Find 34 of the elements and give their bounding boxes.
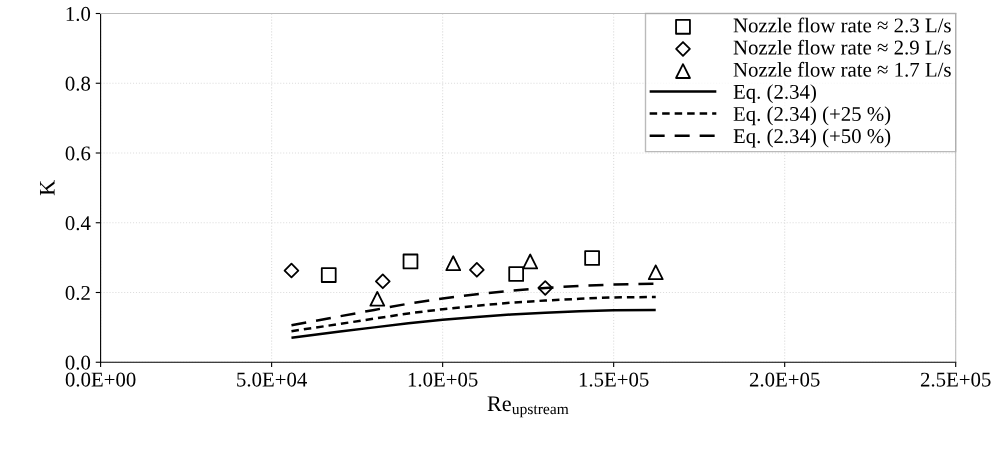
x-tick-label: 5.0E+04 (237, 372, 307, 387)
y-tick-label: 1.0 (66, 6, 91, 22)
x-tick-label: 2.5E+05 (920, 372, 991, 387)
x-tick-label: 1.0E+05 (408, 372, 478, 387)
point (369, 290, 386, 307)
line-series (290, 295, 657, 333)
point (584, 250, 600, 266)
y-tick-label: 0.6 (65, 146, 91, 161)
y-tick-label: 0.0 (65, 355, 91, 370)
point (402, 253, 419, 270)
point (522, 253, 539, 270)
point (469, 262, 485, 278)
line-series (290, 308, 657, 340)
y-tick-label: 0.2 (65, 285, 90, 301)
x-tick-label: 0.0E+00 (65, 372, 136, 387)
point (537, 280, 554, 296)
point (375, 273, 391, 290)
x-axis-title: Re$_{upstream}$ (487, 396, 569, 418)
point (320, 267, 337, 283)
legend-label: Eq. (2.34) (733, 84, 816, 104)
x-tick-label: 2.0E+05 (749, 372, 820, 387)
legend-label: Nozzle flow rate ≈ 2.9 L/s (733, 39, 951, 55)
x-tick-label: 1.5E+05 (579, 372, 649, 387)
legend-label: Eq. (2.34) (+25 %) (733, 106, 891, 126)
point (445, 255, 462, 272)
legend-label: Nozzle flow rate ≈ 1.7 L/s (733, 61, 951, 77)
y-axis-title: K (40, 180, 55, 196)
legend-label: Eq. (2.34) (+50 %) (733, 128, 891, 148)
point (283, 262, 300, 279)
y-tick-label: 0.4 (65, 216, 91, 231)
legend-label: Nozzle flow rate ≈ 2.3 L/s (733, 17, 951, 33)
y-tick-label: 0.8 (65, 76, 91, 91)
point (508, 266, 525, 282)
point (647, 264, 664, 281)
